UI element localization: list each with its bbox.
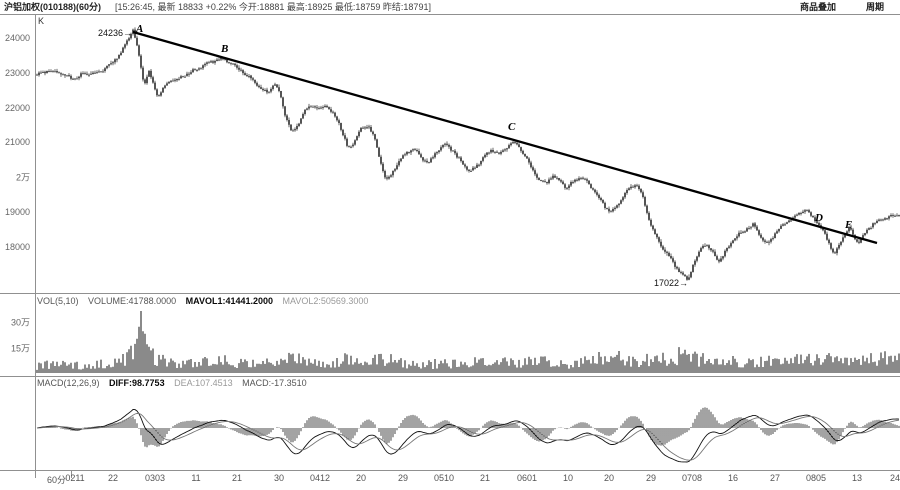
y-tick-label: 21000	[4, 137, 30, 147]
x-tick-label: 24	[889, 473, 900, 483]
wave-letter-A: A	[135, 23, 143, 35]
x-tick-label: 11	[191, 473, 201, 483]
x-tick-label: 27	[769, 473, 781, 483]
price-callout: 17022→	[654, 278, 688, 288]
macd-dea-value: DEA:107.4513	[174, 378, 233, 388]
vol-mavol2-value: MAVOL2:50569.3000	[282, 296, 369, 306]
menu-item-period[interactable]: 周期	[866, 2, 885, 12]
wave-letter-B: B	[220, 43, 228, 55]
y-tick-label: 30万	[10, 317, 30, 328]
y-tick-label: 22000	[4, 103, 30, 113]
x-tick-label: 29	[397, 473, 409, 483]
wave-letter-C: C	[508, 121, 516, 133]
x-tick-label: 0601	[516, 473, 538, 483]
instrument-title: 沪铝加权(010188)(60分)	[4, 2, 102, 12]
y-tick-label: 15万	[10, 343, 30, 354]
x-tick-label: 0412	[309, 473, 331, 483]
macd-diff-value: DIFF:98.7753	[109, 378, 165, 388]
quote-info: [15:26:45, 最新 18833 +0.22% 今开:18881 最高:1…	[115, 2, 431, 12]
candles-layer	[36, 27, 900, 281]
volume-bars	[36, 311, 900, 373]
x-tick-label: 20	[603, 473, 615, 483]
y-tick-label: 24000	[4, 33, 30, 43]
k-indicator-label: K	[38, 16, 45, 26]
time-axis-line	[0, 470, 900, 471]
x-tick-label: 30	[273, 473, 285, 483]
wave-letter-D: D	[814, 212, 823, 224]
x-tick-label: 13	[851, 473, 863, 483]
x-tick-label: 10	[562, 473, 574, 483]
volume-y-axis: 30万 15万	[0, 0, 32, 380]
time-tick-row: 0211 22 0303 11 21 30 0412 20 29 0510 21 0601 10 20 29…	[0, 472, 900, 488]
x-tick-label: 29	[645, 473, 657, 483]
macd-layer	[36, 407, 900, 463]
x-tick-label: 0303	[144, 473, 166, 483]
x-tick-label: 0510	[433, 473, 455, 483]
price-y-axis: 24000 23000 22000 21000 2万 19000 18000	[0, 0, 32, 295]
x-tick-label: 0211	[65, 473, 85, 483]
trendline	[132, 30, 878, 245]
menu-item-overlay[interactable]: 商品叠加	[800, 2, 837, 12]
wave-letter-E: E	[844, 219, 852, 231]
titlebar-divider	[0, 14, 900, 15]
macd-macd-value: MACD:-17.3510	[242, 378, 307, 388]
y-tick-label: 18000	[4, 242, 30, 252]
volume-macd-divider	[0, 376, 900, 377]
macd-indicator-label: MACD(12,26,9)	[37, 378, 100, 388]
price-callouts: 24236→ 17022→	[98, 28, 688, 288]
diff-line	[36, 409, 900, 463]
period-button[interactable]: 60分	[47, 475, 67, 485]
x-tick-label: 0805	[805, 473, 827, 483]
top-bar: 沪铝加权(010188)(60分) [15:26:45, 最新 18833 +0…	[0, 0, 900, 14]
y-tick-label: 2万	[15, 172, 30, 183]
dea-line	[36, 412, 900, 461]
y-tick-label: 23000	[4, 68, 30, 78]
x-tick-label: 20	[355, 473, 367, 483]
vol-mavol1-value: MAVOL1:41441.2000	[185, 296, 274, 306]
period-cell-divider	[71, 470, 72, 478]
price-callout: 24236→	[98, 28, 132, 38]
x-tick-label: 0708	[681, 473, 703, 483]
x-tick-label: 16	[727, 473, 739, 483]
vol-volume-value: VOLUME:41788.0000	[88, 296, 177, 306]
y-tick-label: 19000	[4, 207, 30, 217]
x-tick-label: 21	[479, 473, 491, 483]
wave-letters: A B C D E	[135, 23, 852, 231]
vol-indicator-label: VOL(5,10)	[37, 296, 79, 306]
macd-histogram	[38, 407, 900, 448]
volume-header: VOL(5,10) VOLUME:41788.0000 MAVOL1:41441…	[37, 296, 375, 306]
x-tick-label: 22	[107, 473, 119, 483]
macd-header: MACD(12,26,9) DIFF:98.7753 DEA:107.4513 …	[37, 378, 314, 388]
x-tick-label: 21	[231, 473, 243, 483]
price-volume-divider	[0, 293, 900, 294]
y-axis-line	[35, 14, 36, 478]
